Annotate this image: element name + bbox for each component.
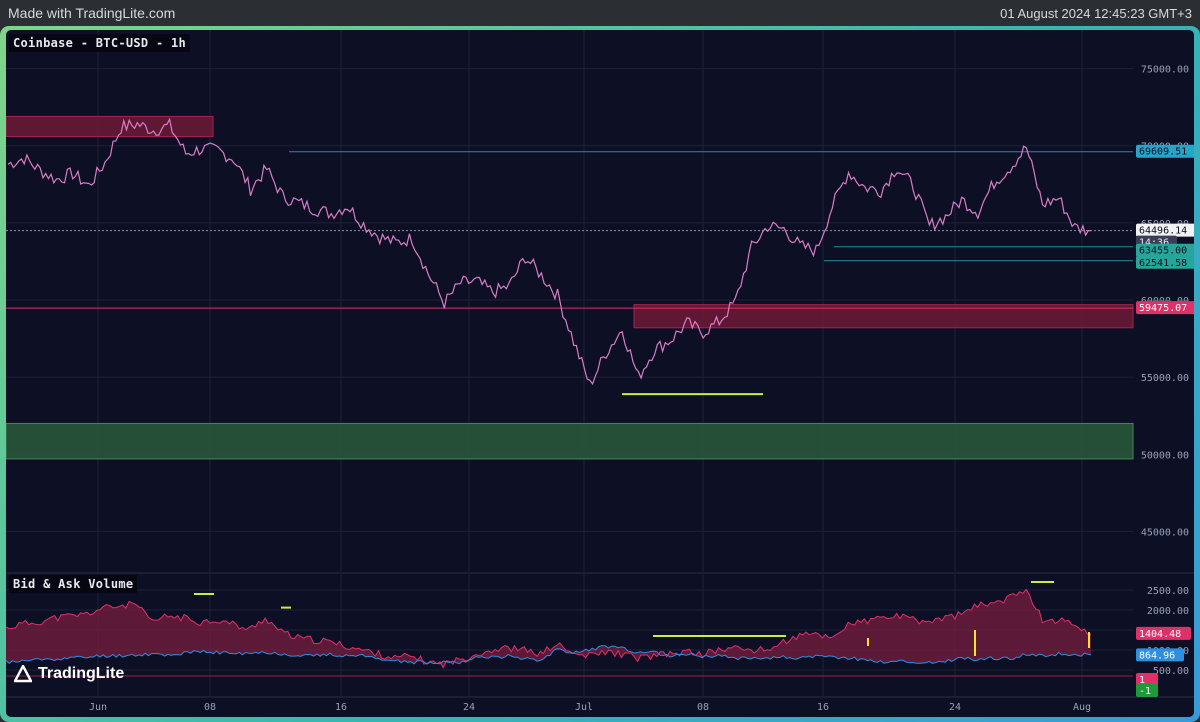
price-tag-bg: [1136, 301, 1194, 315]
price-tag: 62541.58: [1139, 258, 1187, 269]
brand-text: Made with TradingLite.com: [8, 5, 176, 21]
tradinglite-logo-icon: [14, 665, 32, 683]
volume-tag-bg: [1136, 684, 1158, 697]
current-price-tag-bg: [1136, 223, 1194, 237]
volume-tag-bg: [1136, 648, 1184, 662]
logo-text: TradingLite: [38, 665, 125, 682]
volume-title: Bid & Ask Volume: [9, 575, 138, 593]
x-tick-label: Aug: [1073, 702, 1091, 713]
price-tag-bg: [1136, 144, 1194, 158]
price-levels: [6, 151, 1133, 396]
resistance-zone: [6, 115, 214, 137]
x-tick-label: 08: [697, 702, 709, 713]
volume-tag: 864.96: [1139, 650, 1175, 661]
tradinglite-logo: TradingLite: [14, 665, 124, 683]
price-tag-bg: [1136, 243, 1194, 257]
volume-tag-bg: [1136, 626, 1191, 640]
price-tag: 69609.51: [1139, 147, 1187, 158]
x-tick-label: 16: [335, 702, 347, 713]
volume-tick-label: 500.00: [1153, 666, 1189, 677]
y-tick-label: 50000.00: [1141, 450, 1189, 461]
chart-canvas[interactable]: Jun 08 16 24 Jul 08 16 24 Aug 45000.00 50000.00 550…: [6, 30, 1194, 717]
volume-tag: 1404.48: [1139, 629, 1181, 640]
top-bar: Made with TradingLite.com 01 August 2024…: [0, 0, 1200, 26]
price-line: [7, 117, 1092, 386]
y-tick-label: 75000.00: [1141, 65, 1189, 76]
volume-tick-label: 2500.00: [1147, 586, 1189, 597]
countdown-tag: 14:36: [1139, 238, 1169, 249]
chart-panel[interactable]: Jun 08 16 24 Jul 08 16 24 Aug 45000.00 50000.00 550…: [6, 30, 1194, 717]
timestamp-text: 01 August 2024 12:45:23 GMT+3: [1000, 6, 1192, 21]
x-tick-label: Jul: [575, 702, 593, 713]
bid-area: [6, 589, 1091, 668]
price-series: [7, 117, 1092, 386]
volume-tag: 1: [1139, 675, 1145, 686]
price-tag: 59475.07: [1139, 303, 1187, 314]
ask-line: [6, 645, 1092, 665]
volume-series: [6, 581, 1133, 677]
x-tick-label: 08: [204, 702, 216, 713]
x-tick-label: 24: [949, 702, 961, 713]
bid-line: [6, 588, 1092, 669]
chart-title: Coinbase - BTC-USD - 1h: [9, 34, 191, 52]
price-tag: 63455.00: [1139, 246, 1187, 257]
volume-tick-label: 2000.00: [1147, 606, 1189, 617]
x-tick-label: 24: [463, 702, 475, 713]
y-tick-label: 45000.00: [1141, 527, 1189, 538]
price-tag-bg: [1136, 255, 1194, 269]
price-zones: [6, 115, 1134, 460]
volume-tag-bg: [1136, 673, 1158, 686]
support-zone: [6, 422, 1134, 460]
resistance-zone: [633, 304, 1134, 329]
current-price-tag: 64496.14: [1139, 226, 1187, 237]
y-tick-label: 55000.00: [1141, 373, 1189, 384]
x-tick-label: 16: [817, 702, 829, 713]
x-tick-label: Jun: [89, 702, 107, 713]
volume-tag: -1: [1139, 686, 1151, 697]
